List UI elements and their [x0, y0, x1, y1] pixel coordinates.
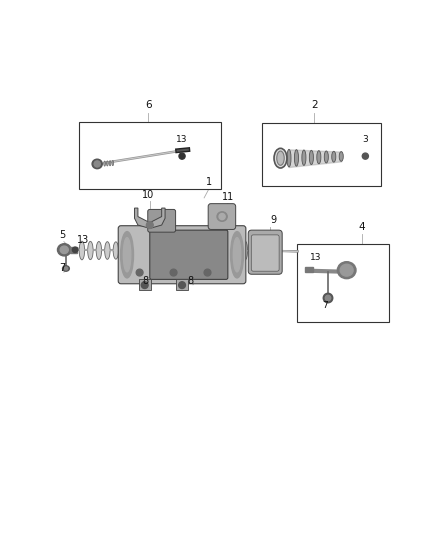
- Bar: [262, 123, 381, 186]
- Ellipse shape: [92, 159, 102, 168]
- Circle shape: [141, 282, 148, 288]
- Circle shape: [170, 269, 177, 276]
- FancyBboxPatch shape: [248, 230, 282, 274]
- Text: 11: 11: [222, 192, 234, 203]
- Text: 10: 10: [142, 190, 154, 199]
- Text: 13: 13: [77, 235, 89, 245]
- Ellipse shape: [287, 149, 291, 167]
- Ellipse shape: [63, 266, 69, 271]
- Circle shape: [179, 282, 185, 288]
- Bar: [176, 279, 188, 289]
- Ellipse shape: [94, 161, 100, 167]
- Circle shape: [325, 295, 331, 301]
- Text: 5: 5: [59, 230, 65, 240]
- Text: 2: 2: [311, 100, 318, 110]
- Circle shape: [362, 153, 368, 159]
- Ellipse shape: [233, 238, 241, 272]
- FancyBboxPatch shape: [208, 204, 236, 229]
- Ellipse shape: [337, 262, 356, 279]
- Ellipse shape: [109, 161, 111, 166]
- FancyBboxPatch shape: [150, 230, 228, 279]
- Text: 6: 6: [145, 100, 152, 110]
- Ellipse shape: [96, 241, 102, 260]
- Bar: [78, 122, 221, 189]
- Circle shape: [146, 222, 153, 229]
- Ellipse shape: [339, 151, 343, 161]
- Ellipse shape: [340, 264, 353, 276]
- Ellipse shape: [88, 241, 93, 260]
- Ellipse shape: [274, 148, 287, 168]
- Text: 8: 8: [187, 276, 194, 286]
- Circle shape: [204, 269, 211, 276]
- Circle shape: [72, 247, 78, 253]
- Text: 7: 7: [322, 301, 328, 310]
- Text: 8: 8: [143, 276, 149, 286]
- Ellipse shape: [113, 242, 119, 259]
- Ellipse shape: [60, 246, 68, 254]
- Circle shape: [179, 153, 185, 159]
- Ellipse shape: [324, 151, 328, 163]
- Ellipse shape: [332, 151, 336, 162]
- Bar: [138, 279, 151, 289]
- Text: 3: 3: [363, 134, 368, 143]
- Ellipse shape: [57, 244, 71, 256]
- Ellipse shape: [120, 231, 134, 278]
- Circle shape: [323, 293, 333, 303]
- Ellipse shape: [106, 161, 108, 166]
- Polygon shape: [134, 208, 165, 229]
- Ellipse shape: [317, 151, 321, 164]
- Ellipse shape: [277, 151, 284, 165]
- Ellipse shape: [217, 212, 227, 221]
- Ellipse shape: [259, 241, 265, 260]
- Ellipse shape: [105, 241, 110, 260]
- Ellipse shape: [251, 241, 256, 260]
- Text: 13: 13: [176, 134, 188, 143]
- Ellipse shape: [104, 161, 106, 166]
- Ellipse shape: [124, 238, 131, 272]
- FancyBboxPatch shape: [148, 209, 176, 232]
- Ellipse shape: [112, 160, 113, 166]
- Ellipse shape: [302, 150, 306, 165]
- Text: 13: 13: [311, 253, 322, 262]
- Circle shape: [136, 269, 143, 276]
- Ellipse shape: [242, 241, 247, 260]
- Text: 4: 4: [359, 222, 365, 232]
- Ellipse shape: [219, 214, 225, 220]
- Bar: [297, 244, 389, 322]
- Ellipse shape: [64, 267, 67, 270]
- Ellipse shape: [309, 150, 314, 165]
- Bar: [71, 247, 77, 253]
- Ellipse shape: [294, 150, 298, 166]
- Ellipse shape: [230, 231, 244, 278]
- FancyBboxPatch shape: [251, 235, 279, 271]
- Bar: [305, 267, 313, 271]
- Text: 7: 7: [59, 263, 65, 273]
- Ellipse shape: [268, 241, 273, 260]
- Text: 9: 9: [271, 215, 277, 225]
- FancyBboxPatch shape: [118, 225, 246, 284]
- Text: 1: 1: [206, 177, 212, 187]
- Ellipse shape: [79, 241, 85, 260]
